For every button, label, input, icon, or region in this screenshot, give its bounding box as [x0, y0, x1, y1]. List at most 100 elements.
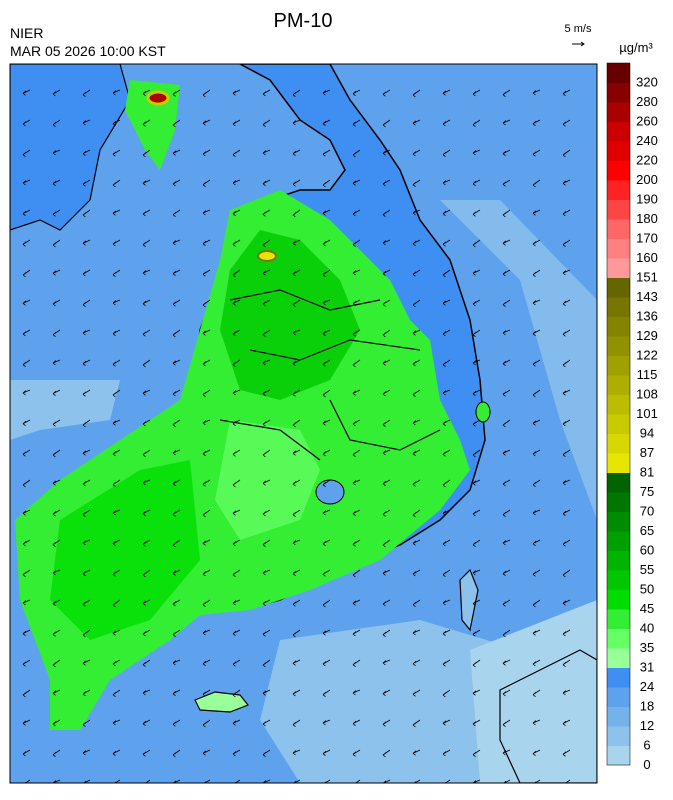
wind-arrow [22, 599, 31, 606]
wind-arrow [322, 509, 331, 516]
wind-arrow [232, 239, 241, 247]
wind-arrow [22, 659, 31, 667]
wind-arrow [112, 719, 121, 726]
wind-arrow [352, 509, 361, 516]
wind-arrow [502, 659, 511, 666]
colorbar-segment [607, 667, 630, 688]
wind-arrow [442, 539, 451, 547]
wind-arrow [232, 329, 241, 337]
wind-arrow [82, 689, 91, 697]
wind-arrow [352, 239, 361, 247]
wind-arrow [82, 539, 91, 546]
wind-arrow [262, 89, 271, 97]
wind-arrow [442, 149, 451, 157]
colorbar-segment [607, 492, 630, 512]
colorbar-label: 280 [636, 94, 658, 109]
colorbar-segment [607, 63, 630, 83]
wind-arrow [532, 209, 541, 216]
wind-arrow [562, 389, 571, 396]
wind-arrow [292, 269, 301, 277]
wind-arrow [52, 719, 61, 727]
wind-arrow [112, 569, 121, 577]
wind-scale-arrow [572, 41, 585, 47]
wind-arrow [172, 569, 181, 576]
wind-arrow [202, 599, 211, 607]
wind-arrow [532, 269, 541, 277]
wind-arrow [142, 719, 151, 726]
wind-arrow [322, 419, 331, 426]
colorbar-label: 136 [636, 309, 658, 324]
wind-arrow [472, 689, 481, 696]
wind-arrow [22, 89, 31, 96]
colorbar-segment [607, 648, 630, 668]
wind-arrow [532, 329, 541, 336]
wind-arrow [292, 239, 301, 246]
wind-arrow [352, 179, 361, 186]
wind-arrow [262, 599, 271, 606]
wind-arrow [562, 359, 571, 368]
wind-arrow [472, 269, 481, 276]
wind-arrow [142, 359, 151, 368]
wind-arrow [82, 179, 91, 187]
wind-arrow [382, 719, 391, 727]
wind-arrow [382, 749, 391, 758]
wind-arrow [322, 149, 331, 157]
wind-arrow [442, 239, 451, 247]
colorbar-segment [607, 238, 630, 259]
wind-arrow [82, 719, 91, 727]
colorbar-label: 18 [640, 699, 654, 714]
wind-arrow [262, 389, 271, 396]
wind-arrow [262, 239, 271, 248]
wind-arrow [562, 749, 571, 757]
wind-arrow [292, 689, 301, 697]
wind-arrow [322, 269, 331, 277]
colorbar-label: 35 [640, 640, 654, 655]
wind-arrow [472, 659, 481, 668]
wind-arrow [352, 359, 361, 368]
wind-arrow [262, 149, 271, 156]
wind-arrow [323, 779, 331, 783]
wind-arrow [262, 269, 271, 276]
wind-arrow [502, 509, 511, 517]
wind-arrow [472, 89, 481, 97]
wind-arrow [562, 569, 571, 578]
wind-arrow [52, 239, 61, 248]
wind-arrow [232, 749, 241, 757]
wind-arrow [112, 239, 121, 247]
wind-arrow [412, 509, 421, 518]
wind-arrow [502, 179, 511, 187]
wind-arrow [292, 419, 301, 428]
wind-arrow [172, 419, 181, 427]
wind-arrow [52, 749, 61, 757]
wind-arrow [532, 179, 541, 188]
wind-arrow [322, 719, 331, 726]
wind-arrow [412, 119, 421, 126]
wind-arrow [562, 149, 571, 158]
colorbar-segment [607, 531, 630, 551]
wind-arrow [442, 209, 451, 216]
wind-arrow [202, 359, 211, 367]
wind-arrow [352, 479, 361, 486]
wind-arrow [472, 539, 481, 547]
wind-arrow [412, 689, 421, 697]
wind-arrow [142, 419, 151, 427]
wind-arrow [82, 209, 91, 218]
wind-arrow [472, 329, 481, 337]
colorbar-segment [607, 219, 630, 239]
wind-arrow [412, 149, 421, 157]
wind-arrow [562, 479, 571, 486]
wind-arrow [322, 239, 331, 247]
wind-arrow [442, 419, 451, 426]
wind-arrow [292, 659, 301, 666]
colorbar-label: 101 [636, 406, 658, 421]
wind-arrow [502, 269, 511, 277]
wind-arrow [532, 629, 541, 636]
colorbar-label: 129 [636, 328, 658, 343]
colorbar-label: 151 [636, 270, 658, 285]
wind-arrow [352, 749, 361, 757]
wind-arrow [112, 539, 121, 546]
wind-arrow [352, 599, 361, 606]
wind-arrow [562, 419, 571, 427]
wind-arrow [232, 149, 241, 157]
